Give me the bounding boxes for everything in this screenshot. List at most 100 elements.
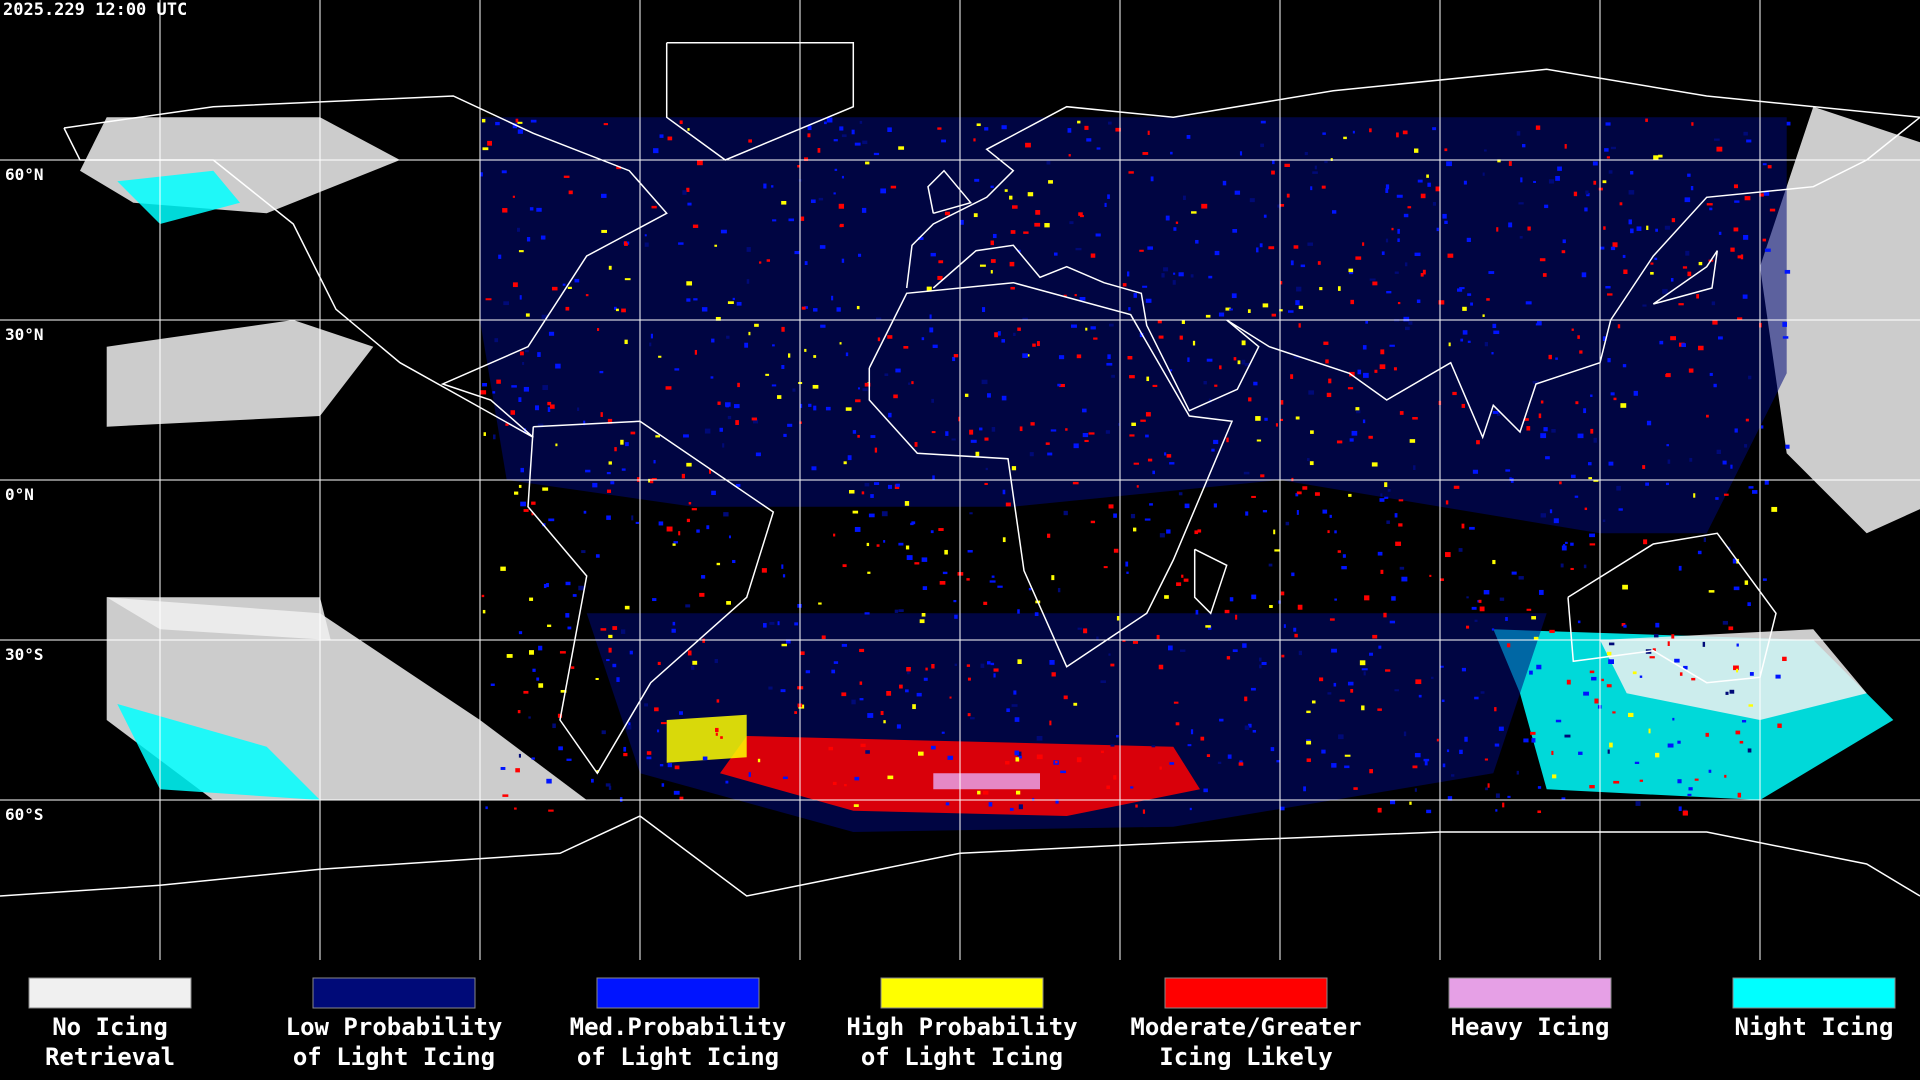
icing-speckle xyxy=(813,405,817,411)
icing-speckle xyxy=(1331,648,1337,653)
icing-speckle xyxy=(1011,466,1017,471)
icing-speckle xyxy=(1495,793,1500,798)
icing-speckle xyxy=(1497,159,1501,163)
icing-speckle xyxy=(1560,563,1564,568)
icing-speckle xyxy=(1403,731,1407,737)
icing-speckle xyxy=(1602,336,1607,341)
icing-speckle xyxy=(1722,460,1727,465)
icing-speckle xyxy=(1474,619,1478,622)
icing-speckle xyxy=(1293,245,1299,249)
icing-speckle xyxy=(1472,469,1479,474)
icing-speckle xyxy=(1383,612,1387,618)
icing-speckle xyxy=(974,178,980,182)
icing-speckle xyxy=(904,501,910,506)
icing-speckle xyxy=(1275,423,1278,427)
icing-speckle xyxy=(984,482,988,485)
icing-speckle xyxy=(1232,228,1238,233)
icing-speckle xyxy=(1477,600,1480,603)
icing-speckle xyxy=(1622,364,1627,368)
icing-speckle xyxy=(630,431,636,435)
icing-speckle xyxy=(856,305,860,310)
icing-speckle xyxy=(1741,719,1747,723)
coastline xyxy=(905,68,1920,440)
icing-speckle xyxy=(787,423,793,427)
icing-speckle xyxy=(1083,628,1088,634)
icing-speckle xyxy=(1467,293,1472,296)
icing-speckle xyxy=(483,432,486,436)
icing-speckle xyxy=(485,806,488,810)
icing-speckle xyxy=(493,434,496,440)
coastline xyxy=(927,169,973,215)
icing-speckle xyxy=(1357,369,1362,375)
icing-speckle xyxy=(1736,668,1739,673)
icing-speckle xyxy=(520,467,525,473)
icing-speckle xyxy=(1441,699,1445,703)
icing-speckle xyxy=(1369,128,1372,133)
icing-speckle xyxy=(1608,659,1615,664)
icing-speckle xyxy=(1653,155,1659,161)
icing-speckle xyxy=(1445,552,1451,558)
icing-speckle xyxy=(1635,801,1641,806)
icing-speckle xyxy=(644,234,647,237)
icing-speckle xyxy=(1759,193,1764,197)
icing-speckle xyxy=(1557,166,1562,171)
icing-speckle xyxy=(942,571,948,575)
icing-speckle xyxy=(679,711,683,715)
icing-speckle xyxy=(548,331,555,336)
icing-speckle xyxy=(616,677,620,682)
icing-speckle xyxy=(626,725,632,730)
icing-speckle xyxy=(1440,578,1444,581)
icing-speckle xyxy=(1085,327,1088,331)
icing-speckle xyxy=(1386,520,1390,524)
icing-speckle xyxy=(1687,793,1692,796)
icing-speckle xyxy=(1384,496,1389,499)
icing-speckle xyxy=(1636,226,1642,231)
icing-speckle xyxy=(1010,286,1015,290)
icing-speckle xyxy=(1180,649,1186,652)
icing-speckle xyxy=(1639,675,1643,678)
icing-speckle xyxy=(1762,163,1767,166)
icing-speckle xyxy=(1650,262,1654,265)
icing-speckle xyxy=(768,686,773,690)
icing-speckle xyxy=(537,423,544,428)
icing-speckle xyxy=(1575,401,1579,405)
timestamp: 2025.229 12:00 UTC xyxy=(3,0,187,20)
icing-speckle xyxy=(658,521,664,526)
icing-speckle xyxy=(1300,264,1306,268)
icing-speckle xyxy=(616,166,622,170)
icing-speckle xyxy=(496,379,501,384)
icing-speckle xyxy=(714,658,718,664)
icing-speckle xyxy=(686,298,691,302)
icing-speckle xyxy=(605,783,611,787)
icing-speckle xyxy=(1371,462,1378,467)
icing-speckle xyxy=(1398,523,1403,527)
icing-speckle xyxy=(567,626,572,630)
icing-speckle xyxy=(1439,665,1444,668)
icing-speckle xyxy=(1319,677,1324,682)
icing-speckle xyxy=(542,487,549,491)
icing-speckle xyxy=(810,199,816,203)
icing-speckle xyxy=(797,164,800,168)
icing-speckle xyxy=(656,729,660,733)
icing-speckle xyxy=(1218,312,1225,317)
icing-speckle xyxy=(959,219,964,225)
icing-speckle xyxy=(1585,190,1589,195)
icing-speckle xyxy=(1583,564,1587,569)
icing-speckle xyxy=(557,713,563,718)
icing-speckle xyxy=(771,185,774,188)
icing-speckle xyxy=(1746,139,1752,143)
icing-speckle xyxy=(1249,198,1255,203)
icing-speckle xyxy=(1355,407,1360,411)
icing-speckle xyxy=(607,418,613,424)
icing-speckle xyxy=(952,356,956,362)
icing-speckle xyxy=(862,140,868,145)
icing-speckle xyxy=(1173,227,1177,231)
icing-speckle xyxy=(1610,246,1616,251)
icing-speckle xyxy=(1518,202,1524,205)
icing-speckle xyxy=(1519,236,1523,239)
latitude-label: 60°N xyxy=(5,165,44,184)
icing-speckle xyxy=(518,484,522,488)
icing-speckle xyxy=(566,758,572,761)
icing-speckle xyxy=(1712,320,1718,325)
icing-speckle xyxy=(1526,608,1532,611)
